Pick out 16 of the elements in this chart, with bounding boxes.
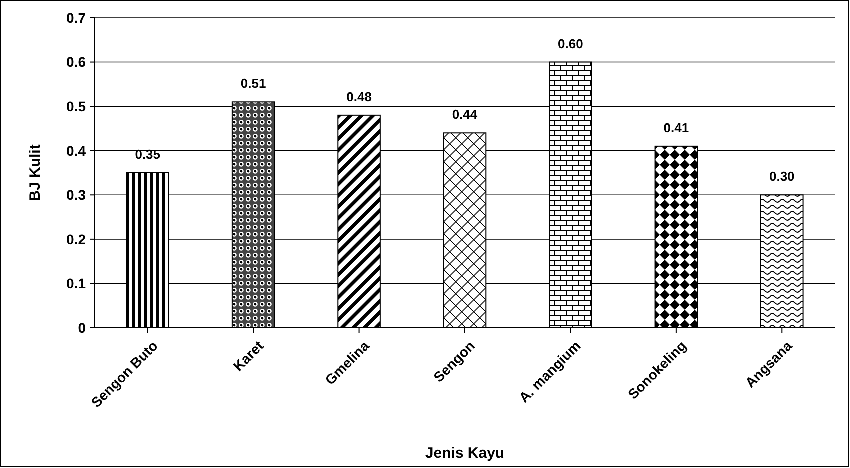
x-axis-title: Jenis Kayu [425,445,505,462]
y-tick-label: 0.3 [66,187,86,204]
y-axis-title: BJ Kulit [27,144,44,202]
data-label: 0.44 [452,107,478,122]
y-tick-label: 0.7 [66,10,86,26]
data-label: 0.60 [558,36,584,52]
data-label: 0.30 [769,169,795,184]
y-tick-label: 0 [78,320,86,336]
y-tick-label: 0.4 [66,142,86,159]
data-label: 0.41 [664,120,690,136]
y-tick-label: 0.5 [66,98,86,114]
y-tick-label: 0.1 [66,276,86,292]
data-label: 0.48 [346,89,372,104]
y-tick-label: 0.2 [66,231,86,248]
y-tick-label: 0.6 [66,54,86,70]
data-label: 0.51 [240,76,266,92]
